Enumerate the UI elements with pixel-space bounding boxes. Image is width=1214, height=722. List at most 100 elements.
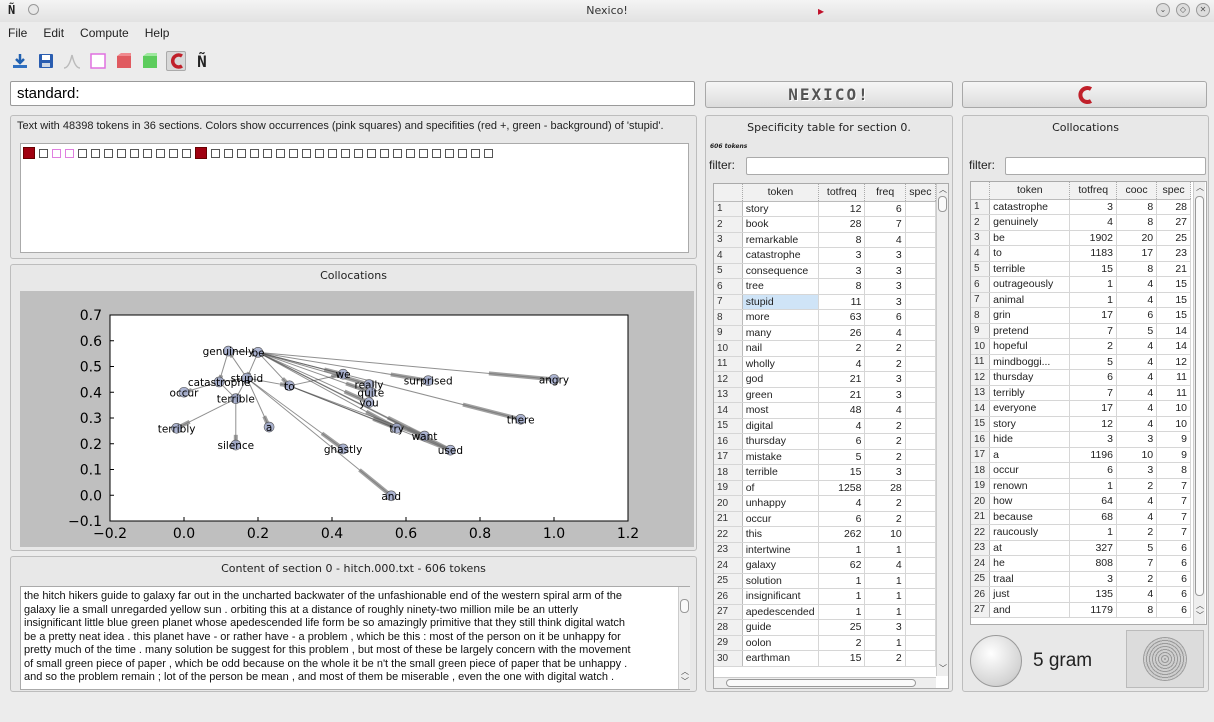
token-cell[interactable]: animal: [989, 292, 1071, 308]
table-row[interactable]: 21 because 68 4 7: [971, 509, 1191, 525]
value-cell[interactable]: 4: [864, 402, 906, 419]
row-number[interactable]: 13: [714, 387, 743, 403]
value-cell[interactable]: [905, 309, 937, 326]
table-row[interactable]: 8 more 63 6: [714, 309, 937, 326]
table-row[interactable]: 19 renown 1 2 7: [971, 478, 1191, 494]
row-number[interactable]: 22: [971, 524, 991, 541]
window-menu-icon[interactable]: [28, 4, 39, 15]
value-cell[interactable]: 11: [818, 294, 866, 310]
table-row[interactable]: 13 terribly 7 4 11: [971, 385, 1191, 401]
nexico-logo-icon[interactable]: Ñ: [197, 51, 207, 71]
token-cell[interactable]: renown: [989, 478, 1071, 494]
section-square[interactable]: [224, 148, 233, 158]
row-number[interactable]: 26: [714, 588, 743, 605]
section-square[interactable]: [263, 148, 272, 158]
table-row[interactable]: 14 most 48 4: [714, 402, 937, 419]
table-row[interactable]: 12 thursday 6 4 11: [971, 369, 1191, 386]
value-cell[interactable]: 5: [1069, 354, 1117, 370]
section-square[interactable]: [156, 148, 165, 158]
table-row[interactable]: 7 stupid 11 3: [714, 294, 937, 310]
section-square[interactable]: [23, 147, 35, 159]
value-cell[interactable]: 1: [818, 604, 866, 620]
section-square[interactable]: [117, 148, 126, 158]
value-cell[interactable]: 6: [864, 201, 906, 217]
value-cell[interactable]: 1: [864, 635, 906, 651]
section-square[interactable]: [406, 148, 415, 158]
section-square[interactable]: [380, 148, 389, 158]
table-row[interactable]: 23 at 327 5 6: [971, 540, 1191, 556]
table-row[interactable]: 17 mistake 5 2: [714, 449, 937, 465]
value-cell[interactable]: [905, 247, 937, 264]
row-number[interactable]: 30: [714, 650, 743, 667]
value-cell[interactable]: [905, 573, 937, 589]
section-square[interactable]: [65, 148, 74, 158]
value-cell[interactable]: 4: [864, 325, 906, 341]
token-cell[interactable]: raucously: [989, 524, 1071, 541]
token-cell[interactable]: nail: [742, 340, 820, 357]
table-row[interactable]: 26 just 135 4 6: [971, 586, 1191, 603]
value-cell[interactable]: 6: [1156, 555, 1191, 572]
value-cell[interactable]: 17: [1069, 400, 1117, 417]
value-cell[interactable]: 3: [864, 263, 906, 279]
table-row[interactable]: 5 consequence 3 3: [714, 263, 937, 279]
column-header-token[interactable]: token: [989, 182, 1071, 200]
value-cell[interactable]: 12: [1069, 416, 1117, 432]
menu-edit[interactable]: Edit: [43, 26, 65, 40]
value-cell[interactable]: 4: [1116, 338, 1158, 355]
value-cell[interactable]: 1: [864, 573, 906, 589]
row-number[interactable]: 1: [971, 199, 991, 215]
value-cell[interactable]: 7: [1156, 493, 1191, 510]
row-number[interactable]: 27: [971, 602, 991, 618]
value-cell[interactable]: [905, 356, 937, 372]
table-row[interactable]: 3 be 1902 20 25: [971, 230, 1191, 246]
row-number[interactable]: 16: [971, 431, 991, 448]
value-cell[interactable]: 2: [864, 511, 906, 527]
coll-scroll-thumb[interactable]: [1195, 196, 1204, 596]
value-cell[interactable]: 6: [1156, 586, 1191, 603]
table-row[interactable]: 5 terrible 15 8 21: [971, 261, 1191, 277]
section-square[interactable]: [130, 148, 139, 158]
value-cell[interactable]: [905, 557, 937, 574]
token-cell[interactable]: book: [742, 216, 820, 233]
value-cell[interactable]: [905, 635, 937, 651]
value-cell[interactable]: 8: [1116, 199, 1158, 215]
value-cell[interactable]: 62: [818, 557, 866, 574]
table-row[interactable]: 6 tree 8 3: [714, 278, 937, 295]
graph-node[interactable]: [419, 430, 430, 442]
value-cell[interactable]: 2: [864, 449, 906, 465]
token-cell[interactable]: tree: [742, 278, 820, 295]
value-cell[interactable]: 7: [1156, 509, 1191, 525]
row-number[interactable]: 16: [714, 433, 743, 450]
value-cell[interactable]: 2: [818, 340, 866, 357]
value-cell[interactable]: 3: [1069, 199, 1117, 215]
coll-scroll-down[interactable]: ﹀: [1196, 611, 1204, 620]
section-square[interactable]: [276, 148, 285, 158]
nexico-app-icon[interactable]: Ñ: [8, 3, 16, 17]
token-cell[interactable]: consequence: [742, 263, 820, 279]
value-cell[interactable]: 1: [1069, 478, 1117, 494]
table-row[interactable]: 27 apedescended 1 1: [714, 604, 937, 620]
column-header-spec[interactable]: spec: [1156, 182, 1191, 200]
section-square[interactable]: [211, 148, 220, 158]
value-cell[interactable]: [905, 325, 937, 341]
value-cell[interactable]: 14: [1156, 323, 1191, 339]
column-header-totfreq[interactable]: totfreq: [1069, 182, 1117, 200]
token-cell[interactable]: catastrophe: [989, 199, 1071, 215]
token-cell[interactable]: wholly: [742, 356, 820, 372]
row-number[interactable]: 23: [971, 540, 991, 556]
content-text-area[interactable]: [20, 586, 690, 690]
value-cell[interactable]: [905, 542, 937, 558]
row-number[interactable]: 18: [714, 464, 743, 481]
value-cell[interactable]: 3: [864, 371, 906, 388]
value-cell[interactable]: 1258: [818, 480, 866, 496]
collocation-graph[interactable]: 0.7 0.6 0.5 0.4 0.3 0.2 0.1 0.0 −0.1−0.2 0.0 0.2 0.…: [20, 291, 694, 547]
value-cell[interactable]: 135: [1069, 586, 1117, 603]
value-cell[interactable]: 15: [818, 464, 866, 481]
row-number[interactable]: 2: [971, 214, 991, 231]
value-cell[interactable]: 1902: [1069, 230, 1117, 246]
row-number[interactable]: 4: [714, 247, 743, 264]
value-cell[interactable]: 1183: [1069, 245, 1117, 262]
row-number[interactable]: 25: [714, 573, 743, 589]
row-number[interactable]: 15: [714, 418, 743, 434]
spec-hscrollbar[interactable]: [714, 677, 936, 688]
